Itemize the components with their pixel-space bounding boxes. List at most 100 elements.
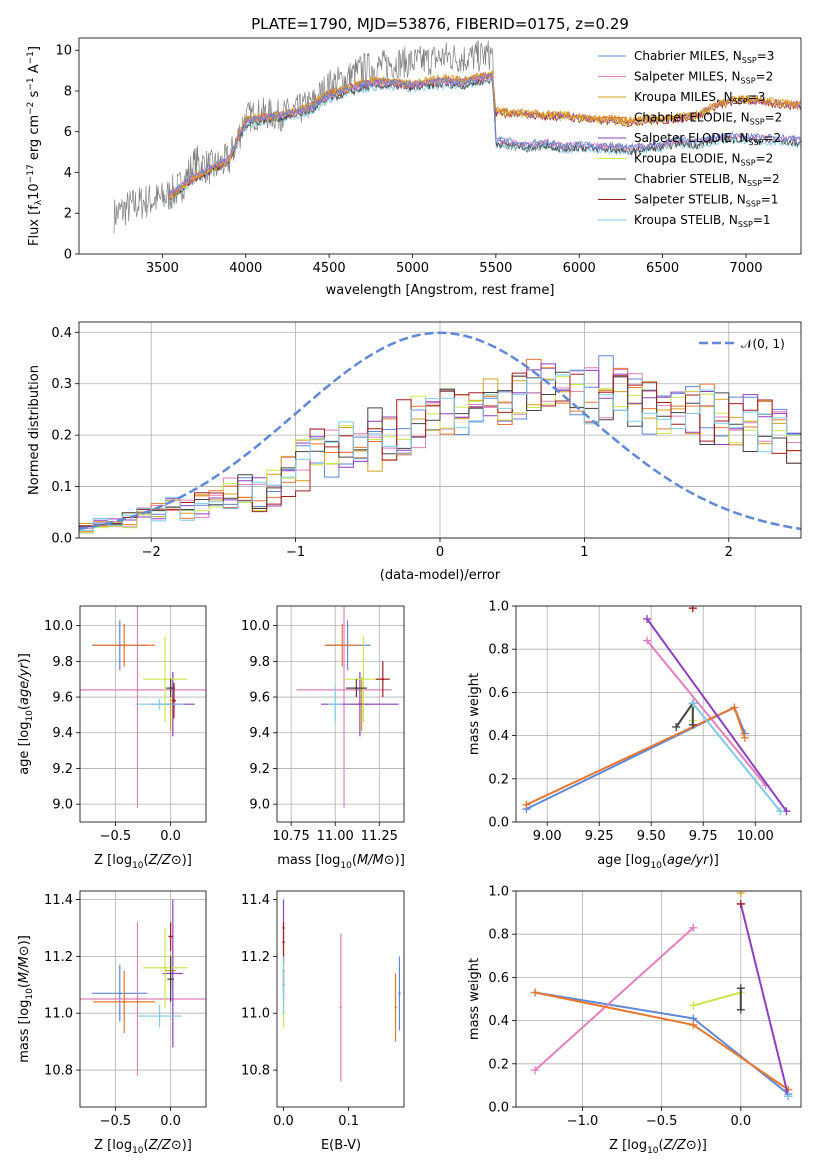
data-point-chabrier-elodie [123, 1000, 126, 1004]
data-point-chabrier-elodie [341, 644, 344, 647]
model-spectrum-chabrier-miles [168, 72, 801, 195]
data-point-salpeter-elodie [171, 972, 175, 975]
y-tick-label: 11.4 [241, 893, 270, 908]
x-tick-label: −1.0 [567, 1114, 599, 1129]
data-point-chabrier-stelib [169, 977, 172, 981]
plot-area-spectrum [113, 40, 801, 234]
legend-label: 𝒩(0, 1) [741, 337, 785, 351]
y-tick-label: 1.0 [488, 600, 509, 615]
weight-line-kroupa-elodie [693, 991, 742, 1007]
y-tick-label: 11.0 [241, 1007, 270, 1022]
y-tick-label: 6 [64, 125, 72, 140]
x-tick-label: 1 [580, 545, 588, 560]
x-tick-label: 6500 [646, 261, 679, 276]
y-tick-label: 9.0 [249, 798, 270, 813]
weight-marker-kroupa-miles [736, 891, 745, 898]
y-tick-label: 8 [64, 84, 72, 99]
data-point-salpeter-stelib [169, 935, 172, 938]
x-axis-label: Z [log10(Z/Z⊙)] [94, 853, 192, 871]
y-tick-label: 0.4 [488, 729, 509, 744]
y-tick-label: 9.8 [249, 655, 270, 670]
x-tick-label: 9.25 [585, 829, 614, 844]
data-point-kroupa-elodie [163, 677, 167, 681]
plot-residuals: −2 −1 0 1 2 0.0 0.1 0.2 0.3 0.4 [51, 321, 802, 560]
plot-area-residuals [79, 331, 801, 538]
weight-marker-kroupa-stelib [688, 699, 697, 708]
weight-marker-salpeter-miles [531, 1066, 539, 1075]
y-axis-label: Normed distribution [27, 365, 42, 495]
histogram-kroupa-stelib [79, 369, 801, 538]
weight-marker-chabrier-stelib [672, 722, 681, 731]
x-axis-label: Z [log10(Z/Z⊙)] [94, 1138, 192, 1156]
plot-area-mass_vs_ebv [282, 899, 401, 1082]
x-tick-label: 11.25 [361, 829, 398, 844]
y-axis-label: age [log10(age/yr)] [17, 653, 35, 775]
axes-frame-residuals [78, 321, 802, 539]
data-point-salpeter-stelib [381, 677, 385, 681]
y-tick-label: 0.2 [488, 1057, 509, 1072]
plot-area-mass_vs_Z [80, 899, 206, 1076]
legend-label: Salpeter MILES, NSSP=2 [634, 70, 773, 86]
y-tick-label: 0.8 [488, 643, 509, 658]
y-tick-label: 9.6 [52, 691, 73, 706]
legend-label: Salpeter ELODIE, NSSP=2 [634, 131, 781, 147]
x-tick-label: 10.00 [737, 829, 774, 844]
axes-frame-weight_vs_age [515, 605, 802, 823]
y-tick-label: 0.2 [488, 772, 509, 787]
y-tick-label: 0.2 [51, 429, 72, 444]
plot-weight_vs_Z: −1.0 −0.5 0.0 0.0 0.2 0.4 0.6 0.8 1.0 [488, 885, 802, 1129]
y-tick-label: 1.0 [488, 885, 509, 900]
y-tick-label: 10.8 [44, 1064, 73, 1079]
y-tick-label: 0.8 [488, 928, 509, 943]
x-axis-label: wavelength [Angstrom, rest frame] [326, 283, 555, 298]
x-tick-label: −2 [142, 545, 161, 560]
plot-age_vs_Z: −0.5 0.0 9.0 9.2 9.4 9.6 9.8 10.0 [44, 605, 207, 844]
data-point-salpeter-miles [339, 1006, 343, 1009]
x-axis-label: mass [log10(M/M⊙)] [277, 853, 405, 871]
weight-marker-salpeter-miles [689, 923, 698, 932]
y-tick-label: 0.4 [51, 326, 72, 341]
x-tick-label: −0.5 [100, 1114, 132, 1129]
data-point-salpeter-miles [136, 688, 139, 692]
weight-line-salpeter-miles [534, 926, 694, 1072]
y-tick-label: 0 [64, 248, 72, 263]
plot-spectrum: 3500 4000 4500 5000 5500 6000 6500 7000 0 2 4 6 8 10 [55, 37, 802, 276]
y-tick-label: 10.0 [241, 619, 270, 634]
y-tick-label: 11.2 [44, 950, 73, 965]
x-tick-label: 0.0 [730, 1114, 751, 1129]
x-tick-label: 0 [436, 545, 444, 560]
y-tick-label: 9.0 [52, 798, 73, 813]
y-tick-label: 0.6 [488, 971, 509, 986]
x-tick-label: 0.0 [160, 829, 181, 844]
model-spectrum-kroupa-stelib [168, 77, 801, 203]
x-tick-label: 4500 [313, 261, 346, 276]
y-tick-label: 9.2 [249, 762, 270, 777]
weight-marker-kroupa-stelib [776, 807, 785, 816]
weight-marker-chabrier-elodie [730, 703, 739, 712]
y-tick-label: 0.0 [488, 1101, 509, 1116]
axes-frame-spectrum [78, 37, 802, 255]
y-tick-label: 0.6 [488, 686, 509, 701]
weight-marker-chabrier-elodie [531, 988, 539, 997]
weight-line-salpeter-miles [646, 639, 767, 786]
y-tick-label: 9.8 [52, 655, 73, 670]
y-tick-label: 11.2 [241, 950, 270, 965]
data-point-kroupa-stelib [158, 702, 161, 706]
x-tick-label: −1 [286, 545, 305, 560]
y-tick-label: 10.0 [44, 619, 73, 634]
data-point-chabrier-elodie [394, 1006, 397, 1009]
axes-frame-weight_vs_Z [515, 890, 802, 1108]
x-tick-label: 4000 [229, 261, 262, 276]
data-point-salpeter-elodie [358, 702, 362, 706]
plot-age_vs_mass: 10.75 11.00 11.25 9.0 9.2 9.4 9.6 9.8 10.0 [241, 605, 405, 844]
data-point-salpeter-stelib [172, 699, 176, 702]
data-point-kroupa-stelib [282, 983, 285, 986]
weight-marker-kroupa-stelib [784, 1092, 793, 1101]
data-point-chabrier-miles [118, 992, 121, 995]
weight-marker-kroupa-elodie [689, 1001, 698, 1010]
axes-frame-age_vs_Z [79, 605, 207, 823]
x-tick-label: 5000 [396, 261, 429, 276]
plot-area-age_vs_Z [80, 606, 206, 808]
axes-frame-mass_vs_Z [79, 890, 207, 1108]
